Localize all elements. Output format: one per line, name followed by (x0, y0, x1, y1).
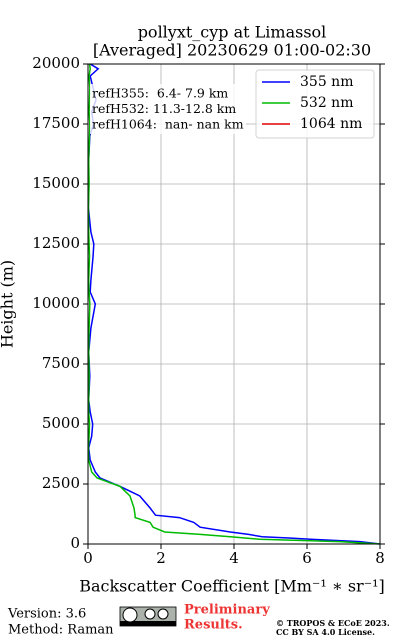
annotation: refH1064: nan- nan km (92, 117, 244, 132)
copyright: © TROPOS & ECoE 2023. (276, 618, 390, 628)
y-tick-label: 5000 (42, 414, 80, 432)
method: Method: Raman (8, 623, 114, 638)
y-tick-label: 2500 (42, 474, 80, 492)
y-axis-label: Height (m) (0, 260, 17, 348)
y-tick-label: 17500 (32, 114, 80, 132)
x-tick-label: 2 (156, 549, 166, 567)
y-tick-label: 15000 (32, 174, 80, 192)
plot-frame (87, 63, 381, 545)
x-tick-label: 6 (302, 549, 312, 567)
chart-title: pollyxt_cyp at Limassol (138, 23, 327, 42)
annotation-box (90, 84, 246, 134)
x-tick-label: 4 (229, 549, 239, 567)
y-tick-label: 20000 (32, 54, 80, 72)
y-tick-label: 7500 (42, 354, 80, 372)
legend-label: 355 nm (300, 74, 353, 90)
chart-subtitle: [Averaged] 20230629 01:00-02:30 (93, 41, 371, 60)
annotation: refH532: 11.3-12.8 km (92, 101, 236, 116)
results: Results. (184, 618, 243, 633)
x-axis-label: Backscatter Coefficient [Mm⁻¹ ∗ sr⁻¹] (79, 577, 385, 596)
profile-line (87, 63, 381, 545)
legend-box (255, 69, 375, 139)
x-tick-label: 0 (83, 549, 93, 567)
version: Version: 3.6 (7, 607, 86, 622)
y-tick-label: 10000 (32, 294, 80, 312)
legend-label: 1064 nm (300, 116, 362, 132)
y-tick-label: 0 (70, 534, 80, 552)
annotation: refH355: 6.4- 7.9 km (92, 86, 228, 101)
x-tick-label: 8 (375, 549, 385, 567)
license: CC BY SA 4.0 License. (276, 627, 375, 637)
y-tick-label: 12500 (32, 234, 80, 252)
cc-logo (119, 606, 177, 627)
preliminary: Preliminary (184, 603, 270, 618)
legend-label: 532 nm (300, 95, 353, 111)
